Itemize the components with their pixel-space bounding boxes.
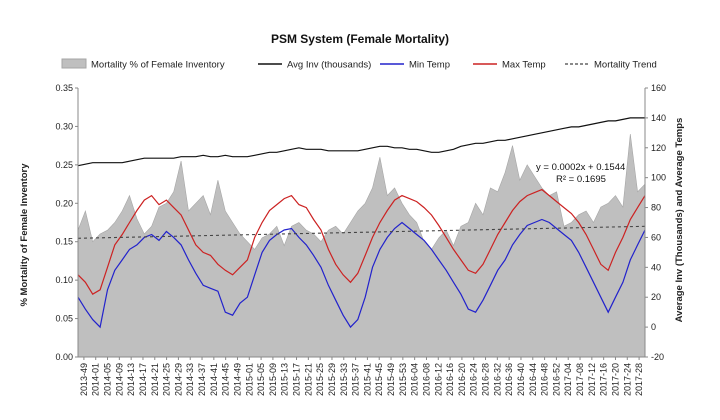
x-tick-label: 2014-33 (185, 363, 195, 396)
x-tick-label: 2015-09 (268, 363, 278, 396)
series-max-temp-line (77, 188, 646, 296)
series-mortality-trend-line (77, 225, 646, 239)
chart-title: PSM System (Female Mortality) (271, 32, 449, 46)
y-right-tick-label: 140 (651, 113, 666, 123)
y-left-tick-label: 0.00 (55, 352, 73, 362)
x-tick-label: 2014-09 (114, 363, 124, 396)
series-avg-inv-line (77, 117, 645, 167)
x-tick-label: 2017-16 (599, 363, 609, 396)
x-tick-label: 2013-49 (79, 363, 89, 396)
series-min-temp-line (77, 218, 646, 329)
x-tick-label: 2016-08 (421, 363, 431, 396)
y-left-tick-label: 0.35 (55, 83, 73, 93)
axes: 0.00 0.05 0.10 0.15 0.20 0.25 0.30 0.35 -20 0 20 40… (55, 83, 666, 396)
legend-swatch-mortality-area (61, 58, 87, 69)
x-tick-label: 2017-08 (575, 363, 585, 396)
x-tick-label: 2014-21 (150, 363, 160, 396)
x-tick-label: 2016-24 (469, 363, 479, 396)
legend: Mortality % of Female Inventory Avg Inv (… (61, 58, 657, 71)
y-left-tick-label: 0.05 (55, 314, 73, 324)
x-tick-label: 2015-53 (398, 363, 408, 396)
series-mortality-area (77, 134, 646, 358)
y-right-tick-label: 60 (651, 232, 661, 242)
trend-r-squared: R² = 0.1695 (556, 174, 606, 185)
legend-item-label: Avg Inv (thousands) (287, 60, 371, 71)
x-tick-label: 2014-05 (103, 363, 113, 396)
x-tick-label: 2014-41 (209, 363, 219, 396)
x-tick-label: 2015-41 (362, 363, 372, 396)
y-right-tick-label: 100 (651, 173, 666, 183)
x-tick-label: 2015-01 (244, 363, 254, 396)
x-tick-label: 2017-20 (610, 363, 620, 396)
y-right-tick-label: -20 (651, 352, 664, 362)
legend-item-label: Min Temp (409, 60, 450, 71)
x-tick-label: 2015-25 (315, 363, 325, 396)
x-tick-label: 2014-25 (162, 363, 172, 396)
legend-item-label: Mortality Trend (594, 60, 657, 71)
y-left-tick-label: 0.30 (55, 121, 73, 131)
plot-area (77, 117, 646, 358)
x-tick-label: 2016-36 (504, 363, 514, 396)
x-tick-label: 2014-45 (221, 363, 231, 396)
x-tick-label: 2015-05 (256, 363, 266, 396)
x-tick-label: 2016-48 (540, 363, 550, 396)
x-tick-label: 2015-29 (327, 363, 337, 396)
x-tick-label: 2014-17 (138, 363, 148, 396)
x-tick-label: 2015-45 (374, 363, 384, 396)
x-tick-label: 2017-04 (563, 363, 573, 396)
x-tick-label: 2016-52 (551, 363, 561, 396)
x-tick-label: 2015-37 (351, 363, 361, 396)
y-right-tick-label: 120 (651, 143, 666, 153)
x-tick-label: 2017-12 (587, 363, 597, 396)
x-tick-label: 2016-44 (528, 363, 538, 396)
y-right-tick-label: 0 (651, 322, 656, 332)
x-tick-label: 2017-24 (622, 363, 632, 396)
legend-item-label: Mortality % of Female Inventory (91, 60, 225, 71)
x-tick-label: 2016-28 (481, 363, 491, 396)
y-left-tick-label: 0.20 (55, 198, 73, 208)
x-tick-label: 2015-17 (292, 363, 302, 396)
x-tick-label: 2015-49 (386, 363, 396, 396)
x-tick-label: 2016-04 (410, 363, 420, 396)
x-tick-label: 2014-29 (173, 363, 183, 396)
y-axis-right-label: Average Inv (Thousands) and Average Temp… (674, 118, 685, 323)
trend-equation: y = 0.0002x + 0.1544 (536, 162, 625, 173)
y-right-tick-label: 80 (651, 203, 661, 213)
x-tick-label: 2014-13 (126, 363, 136, 396)
x-tick-label: 2014-01 (91, 363, 101, 396)
y-left-tick-label: 0.15 (55, 237, 73, 247)
y-right-tick-label: 160 (651, 83, 666, 93)
y-left-tick-label: 0.25 (55, 160, 73, 170)
x-tick-label: 2014-37 (197, 363, 207, 396)
x-tick-label: 2015-33 (339, 363, 349, 396)
x-tick-label: 2016-16 (445, 363, 455, 396)
legend-item-label: Max Temp (502, 60, 546, 71)
x-tick-label: 2016-12 (433, 363, 443, 396)
x-tick-label: 2015-13 (280, 363, 290, 396)
x-tick-label: 2017-28 (634, 363, 644, 396)
y-axis-left-label: % Mortality of Female Inventory (19, 163, 30, 307)
x-tick-label: 2015-21 (303, 363, 313, 396)
y-left-tick-label: 0.10 (55, 275, 73, 285)
x-tick-label: 2016-20 (457, 363, 467, 396)
x-tick-label: 2014-49 (232, 363, 242, 396)
y-right-tick-label: 40 (651, 262, 661, 272)
y-right-tick-label: 20 (651, 292, 661, 302)
x-tick-label: 2016-40 (516, 363, 526, 396)
x-tick-label: 2016-32 (492, 363, 502, 396)
